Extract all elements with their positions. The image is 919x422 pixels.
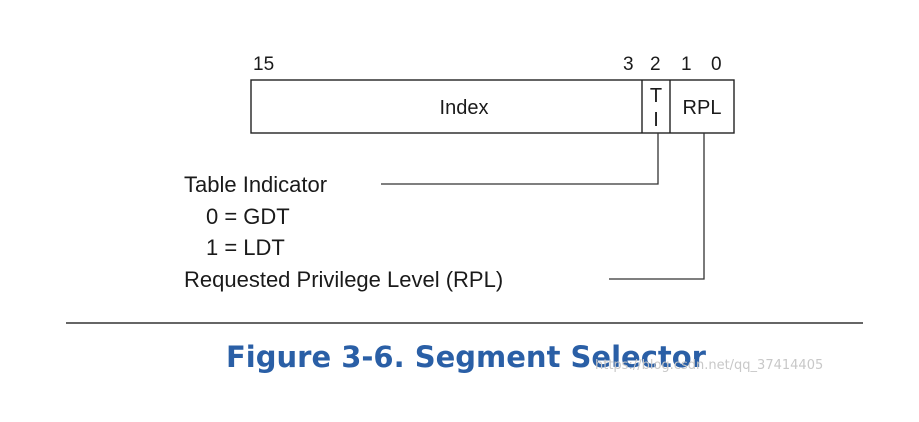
ti-field-label-t: T: [650, 85, 662, 107]
bit-label-2: 2: [650, 54, 661, 75]
bit-label-1: 1: [681, 54, 692, 75]
rpl-description-label: Requested Privilege Level (RPL): [184, 267, 503, 292]
rpl-field-label: RPL: [683, 97, 722, 119]
bit-label-0: 0: [711, 54, 722, 75]
ldt-value-label: 1 = LDT: [206, 235, 285, 260]
ti-field-label-i: I: [653, 109, 659, 131]
gdt-value-label: 0 = GDT: [206, 204, 290, 229]
figure-caption: Figure 3-6. Segment Selector: [226, 340, 707, 374]
selector-register-box: [250, 79, 735, 134]
index-field-label: Index: [440, 97, 489, 119]
bit-label-15: 15: [253, 54, 274, 75]
watermark: https://blog.csdn.net/qq_37414405: [595, 358, 823, 373]
bit-label-3: 3: [623, 54, 634, 75]
rpl-leader-line: [609, 133, 705, 280]
table-indicator-label: Table Indicator: [184, 172, 327, 197]
table-indicator-leader-line: [381, 133, 659, 185]
